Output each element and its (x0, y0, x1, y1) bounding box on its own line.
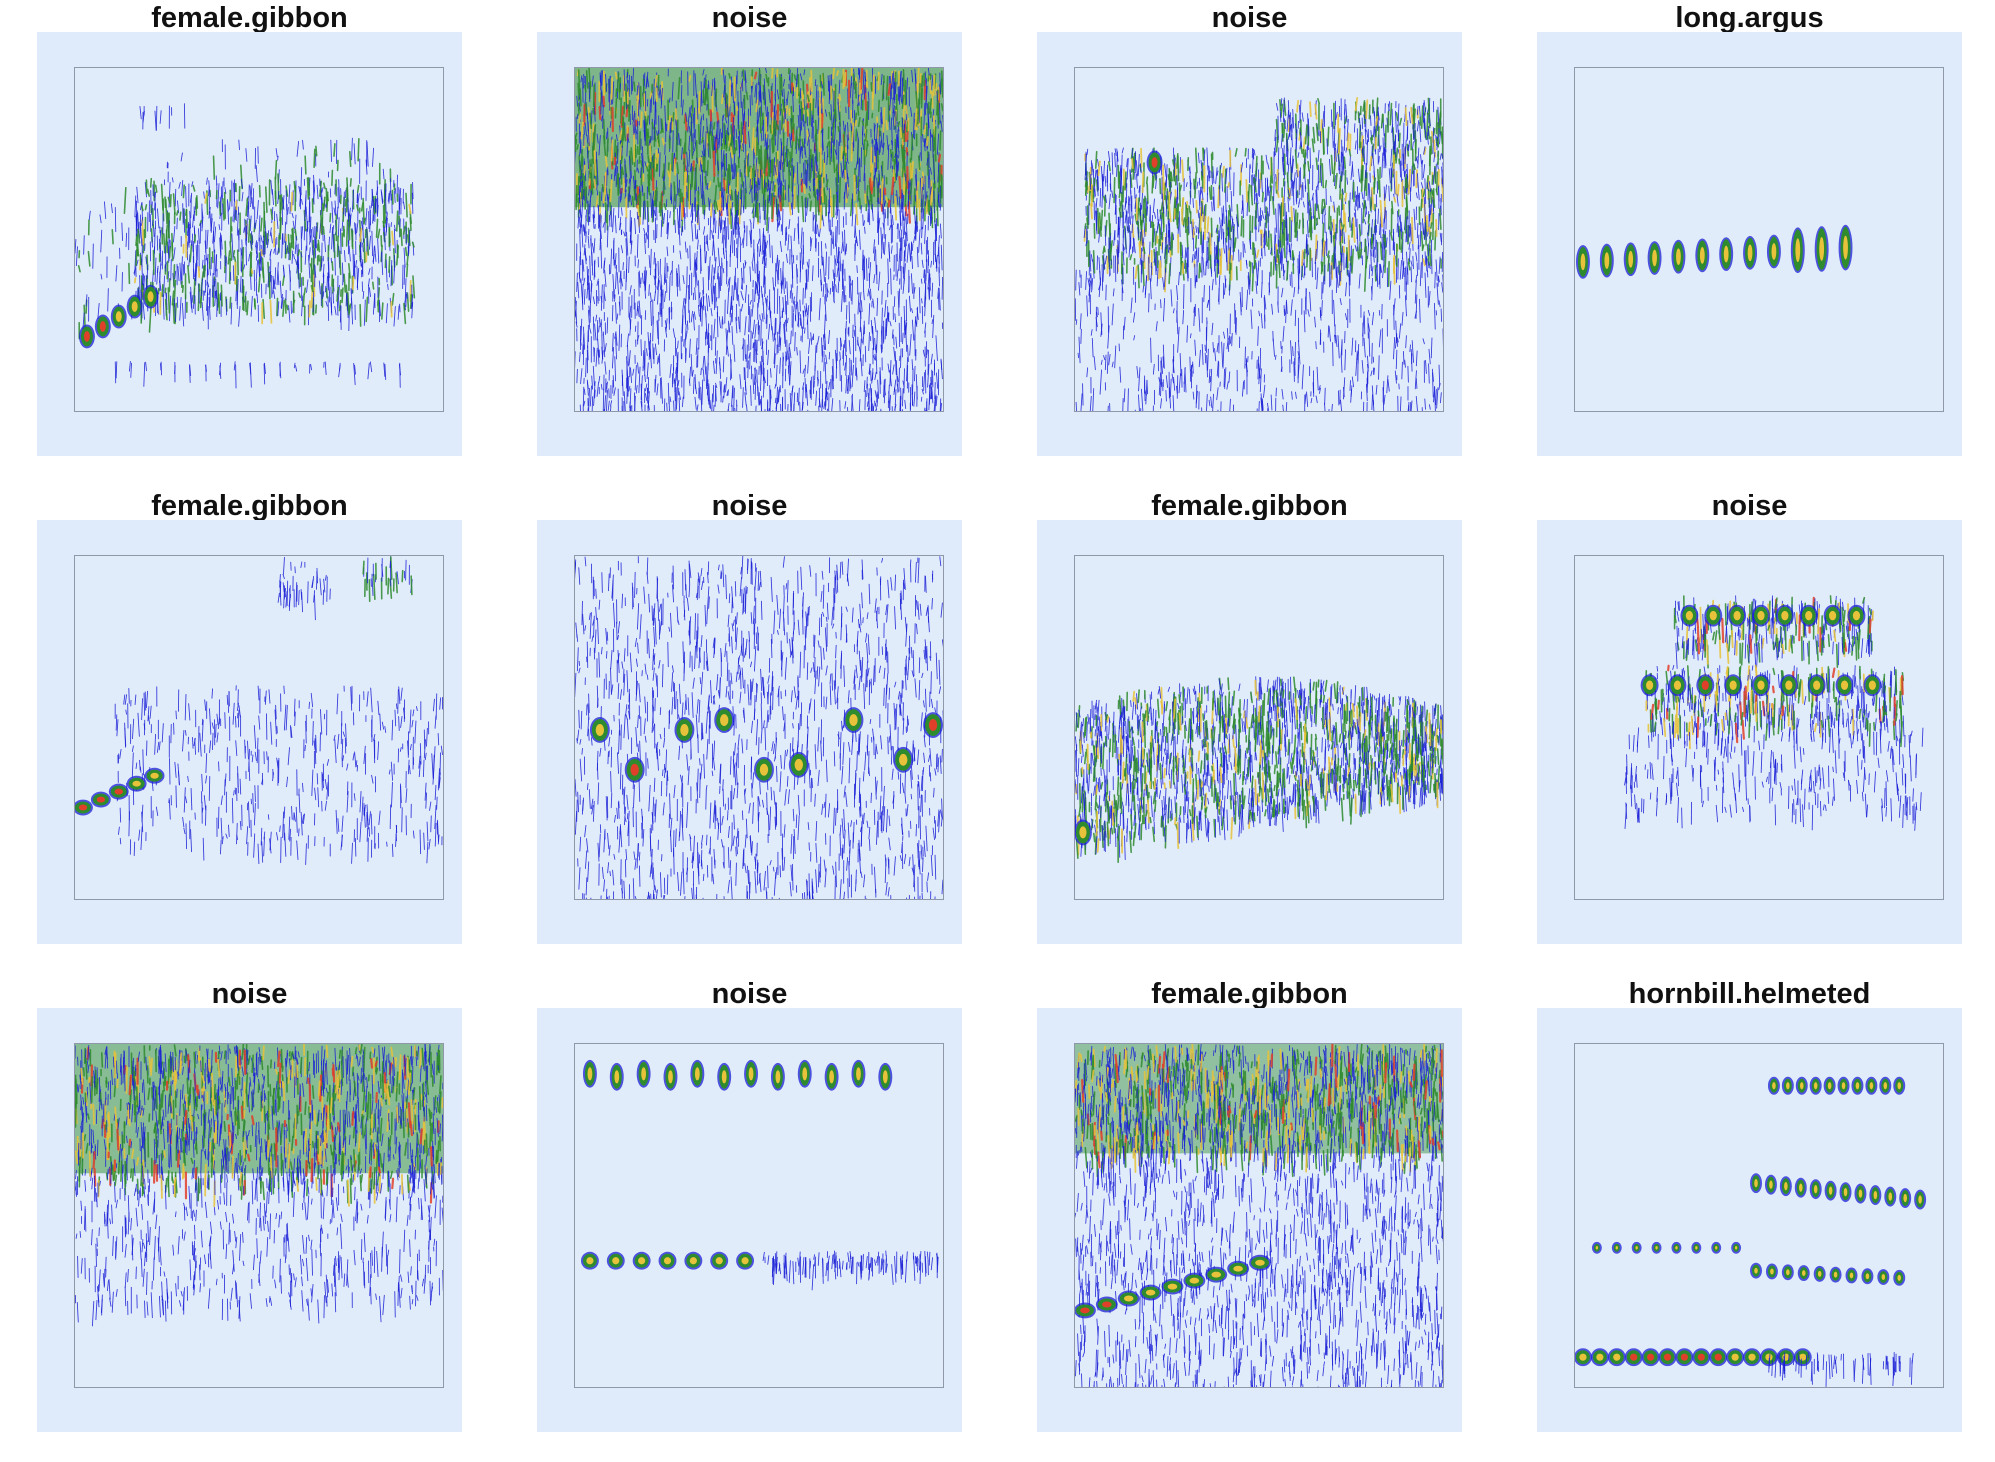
panel-4: long.argus (1537, 0, 1962, 476)
panel-title: noise (211, 978, 288, 1010)
panel-3: noise (1037, 0, 1462, 476)
spectrogram-texture (1075, 676, 1443, 864)
panel-background (1537, 1008, 1962, 1432)
spectrogram-image (74, 1043, 444, 1388)
spectrogram-texture (575, 556, 943, 899)
panel-title: female.gibbon (151, 2, 348, 34)
spectrogram-image (1574, 67, 1944, 412)
spectrogram-texture (1575, 1076, 1927, 1387)
panel-background (537, 32, 962, 456)
panel-title: female.gibbon (151, 490, 348, 522)
panel-background (37, 1008, 462, 1432)
panel-8: noise (1537, 488, 1962, 964)
panel-title: noise (1211, 2, 1288, 34)
spectrogram-image (1074, 1043, 1444, 1388)
panel-12: hornbill.helmeted (1537, 976, 1962, 1452)
spectrogram-texture (75, 1044, 443, 1327)
panel-10: noise (537, 976, 962, 1452)
spectrogram-texture (75, 556, 443, 865)
spectrogram-image (574, 67, 944, 412)
panel-background (1537, 520, 1962, 944)
spectrogram-texture (75, 103, 416, 389)
spectrogram-image (74, 555, 444, 900)
spectrogram-image (1074, 555, 1444, 900)
panel-background (37, 32, 462, 456)
panel-background (537, 1008, 962, 1432)
panel-title: hornbill.helmeted (1628, 978, 1871, 1010)
panel-title: noise (711, 2, 788, 34)
spectrogram-image (1574, 1043, 1944, 1388)
panel-title: female.gibbon (1151, 490, 1348, 522)
panel-title: noise (711, 490, 788, 522)
spectrogram-image (574, 1043, 944, 1388)
panel-background (1537, 32, 1962, 456)
panel-title: noise (1711, 490, 1788, 522)
panel-11: female.gibbon (1037, 976, 1462, 1452)
panel-background (1037, 32, 1462, 456)
spectrogram-texture (1624, 595, 1924, 831)
spectrogram-image (574, 555, 944, 900)
panel-background (1037, 1008, 1462, 1432)
spectrogram-image (74, 67, 444, 412)
panel-title: noise (711, 978, 788, 1010)
spectrogram-texture (1575, 224, 1853, 279)
spectrogram-texture (1075, 97, 1443, 411)
panel-1: female.gibbon (37, 0, 462, 476)
spectrogram-texture (575, 68, 943, 411)
panel-title: long.argus (1675, 2, 1824, 34)
spectrogram-texture (580, 1059, 939, 1291)
panel-background (37, 520, 462, 944)
panel-title: female.gibbon (1151, 978, 1348, 1010)
panel-5: female.gibbon (37, 488, 462, 964)
spectrogram-texture (1075, 1044, 1443, 1387)
spectrogram-image (1074, 67, 1444, 412)
panel-9: noise (37, 976, 462, 1452)
panel-7: female.gibbon (1037, 488, 1462, 964)
spectrogram-image (1574, 555, 1944, 900)
panel-background (537, 520, 962, 944)
panel-6: noise (537, 488, 962, 964)
panel-background (1037, 520, 1462, 944)
panel-2: noise (537, 0, 962, 476)
